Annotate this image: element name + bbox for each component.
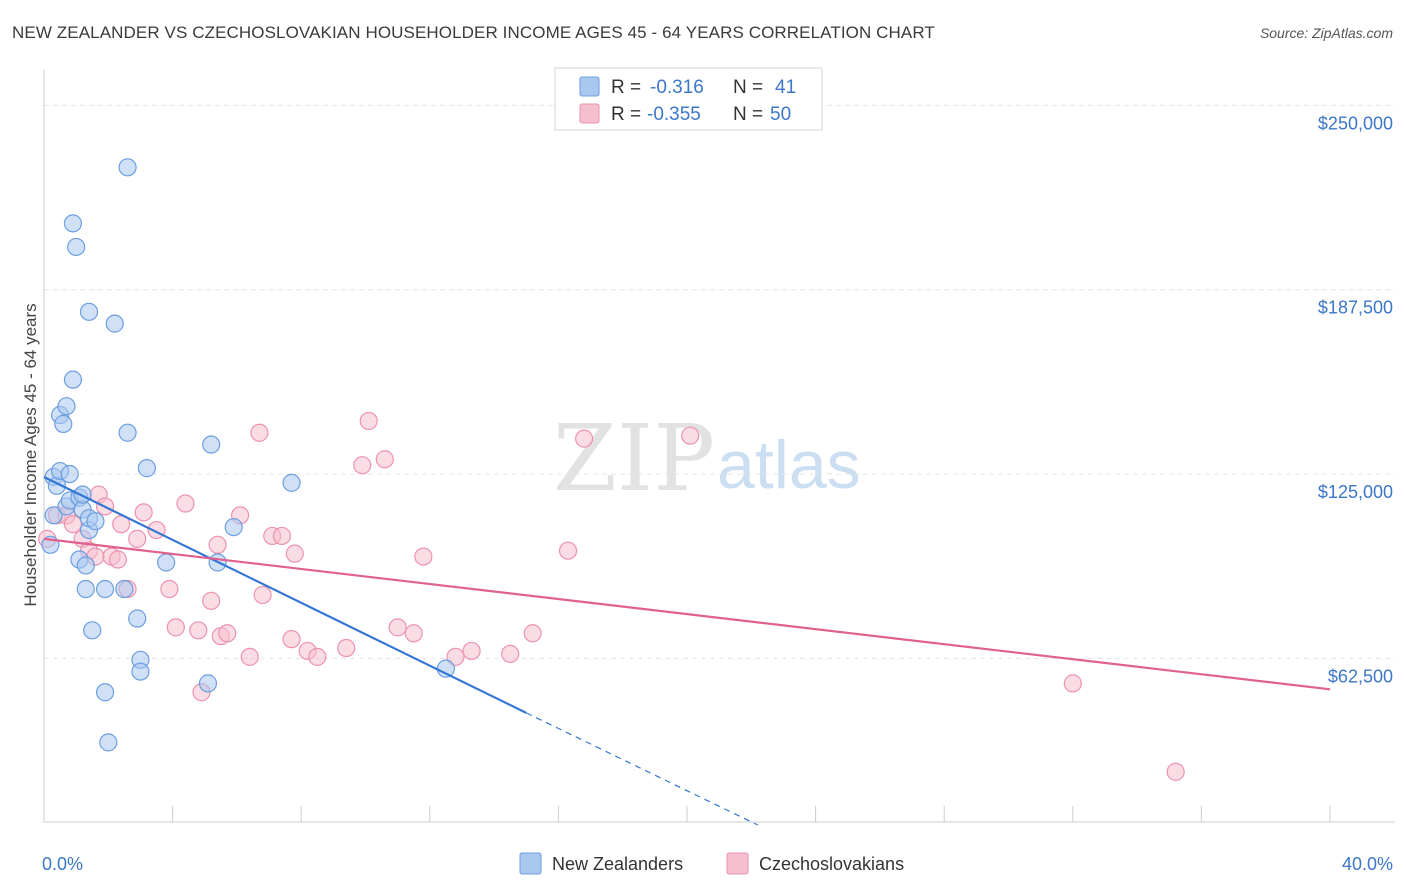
series-legend-label-czechoslovakians: Czechoslovakians	[759, 854, 904, 874]
axes	[43, 70, 1395, 823]
czechoslovakian-point	[218, 624, 237, 643]
czechoslovakian-point	[446, 647, 465, 666]
czechoslovakian-point	[208, 535, 227, 554]
new-zealanders-points	[41, 158, 455, 752]
new-zealander-point	[224, 517, 243, 537]
czechoslovakian-point	[189, 621, 208, 640]
czechoslovakian-point	[359, 411, 378, 431]
series-legend-swatch-new-zealanders	[519, 852, 542, 875]
czechoslovakian-point	[202, 591, 221, 610]
czechoslovakian-point	[462, 641, 481, 661]
new-zealander-point	[128, 609, 147, 628]
new-zealander-point	[99, 733, 118, 752]
czechoslovakian-point	[166, 618, 185, 637]
series-legend-swatch-czechoslovakians	[726, 852, 749, 875]
czechoslovakian-point	[308, 647, 327, 666]
new-zealander-point	[202, 435, 221, 454]
new-zealander-point	[118, 423, 137, 442]
new-zealander-point	[95, 683, 115, 702]
new-zealander-point	[79, 302, 99, 321]
czechoslovakian-point	[404, 624, 423, 643]
y-tick-label: $187,500	[1318, 298, 1393, 318]
czechoslovakian-point	[108, 550, 128, 569]
new-zealander-point	[76, 556, 95, 575]
new-zealander-point	[137, 459, 156, 478]
new-zealander-point	[63, 214, 83, 233]
x-tick-labels: 0.0% 40.0%	[42, 854, 1393, 874]
x-tick-label: 0.0%	[42, 854, 83, 874]
new-zealander-point	[131, 662, 150, 681]
legend-n-label-blue: N =	[733, 77, 763, 98]
new-zealander-point	[115, 579, 134, 599]
watermark-atlas: atlas	[717, 427, 861, 503]
legend-r-label-blue: R =	[611, 77, 641, 98]
series-legend-label-new-zealanders: New Zealanders	[552, 854, 683, 874]
czechoslovakian-point	[160, 579, 179, 599]
czechoslovakian-point	[282, 630, 301, 649]
new-zealander-point	[105, 314, 124, 333]
czechoslovakian-point	[337, 638, 356, 658]
y-tick-label: $62,500	[1328, 666, 1393, 686]
new-zealander-point	[95, 579, 115, 599]
czechoslovakian-point	[134, 503, 153, 522]
new-zealander-point	[83, 621, 102, 640]
y-tick-labels: $62,500 $125,000 $187,500 $250,000	[1318, 113, 1393, 686]
chart-title: NEW ZEALANDER VS CZECHOSLOVAKIAN HOUSEHO…	[12, 23, 935, 42]
trend-lines	[43, 475, 1331, 826]
new-zealander-point	[76, 579, 95, 599]
y-tick-label: $250,000	[1318, 113, 1393, 133]
new-zealander-point	[63, 370, 83, 389]
new-zealander-point	[60, 464, 79, 484]
stats-legend: R = -0.316 N = 41 R = -0.355 N = 50	[554, 67, 823, 131]
legend-r-label-pink: R =	[611, 104, 641, 125]
czechoslovakian-point	[558, 541, 578, 560]
czechoslovakian-point	[128, 529, 147, 548]
czechoslovakian-point	[1166, 762, 1185, 781]
czechoslovakians-trend-line	[43, 537, 1331, 691]
czechoslovakian-point	[1063, 674, 1082, 693]
y-tick-label: $125,000	[1318, 482, 1393, 502]
new-zealander-point	[44, 506, 63, 525]
czechoslovakian-point	[681, 426, 700, 445]
czechoslovakian-point	[253, 585, 272, 605]
czechoslovakian-point	[176, 494, 195, 513]
czechoslovakian-point	[272, 526, 292, 546]
legend-swatch-pink	[579, 103, 600, 124]
y-axis-label: Householder Income Ages 45 - 64 years	[21, 303, 40, 606]
legend-n-value-pink: 50	[770, 104, 791, 125]
new-zealander-point	[282, 473, 301, 492]
source-label: Source: ZipAtlas.com	[1260, 25, 1393, 41]
new-zealander-point	[86, 512, 105, 531]
czechoslovakian-point	[63, 515, 83, 534]
new-zealander-point	[57, 397, 76, 416]
new-zealander-point	[118, 158, 137, 177]
czechoslovakian-point	[353, 456, 372, 475]
czechoslovakian-point	[523, 624, 542, 643]
legend-n-value-blue: 41	[775, 77, 796, 98]
new-zealander-point	[157, 553, 176, 572]
legend-r-value-blue: -0.316	[650, 77, 704, 98]
czechoslovakian-point	[575, 429, 594, 448]
series-legend: New Zealanders Czechoslovakians	[519, 852, 904, 875]
new-zealanders-trend-extension	[525, 712, 758, 826]
czechoslovakian-point	[250, 423, 269, 442]
new-zealander-point	[198, 674, 218, 693]
czechoslovakian-point	[240, 647, 259, 666]
new-zealander-point	[67, 237, 86, 257]
stats-legend-frame	[554, 67, 823, 131]
czechoslovakian-point	[388, 618, 407, 637]
new-zealander-point	[54, 414, 73, 433]
czechoslovakian-point	[414, 547, 433, 566]
czechoslovakian-point	[285, 544, 304, 563]
legend-n-label-pink: N =	[733, 104, 763, 125]
legend-r-value-pink: -0.355	[647, 104, 701, 125]
czechoslovakian-point	[501, 644, 520, 664]
legend-swatch-blue	[579, 76, 600, 97]
new-zealanders-trend-line	[43, 475, 527, 714]
watermark: ZIP atlas	[553, 405, 861, 512]
watermark-zip: ZIP	[553, 405, 715, 512]
x-tick-label: 40.0%	[1342, 854, 1393, 874]
czechoslovakian-point	[375, 450, 394, 469]
